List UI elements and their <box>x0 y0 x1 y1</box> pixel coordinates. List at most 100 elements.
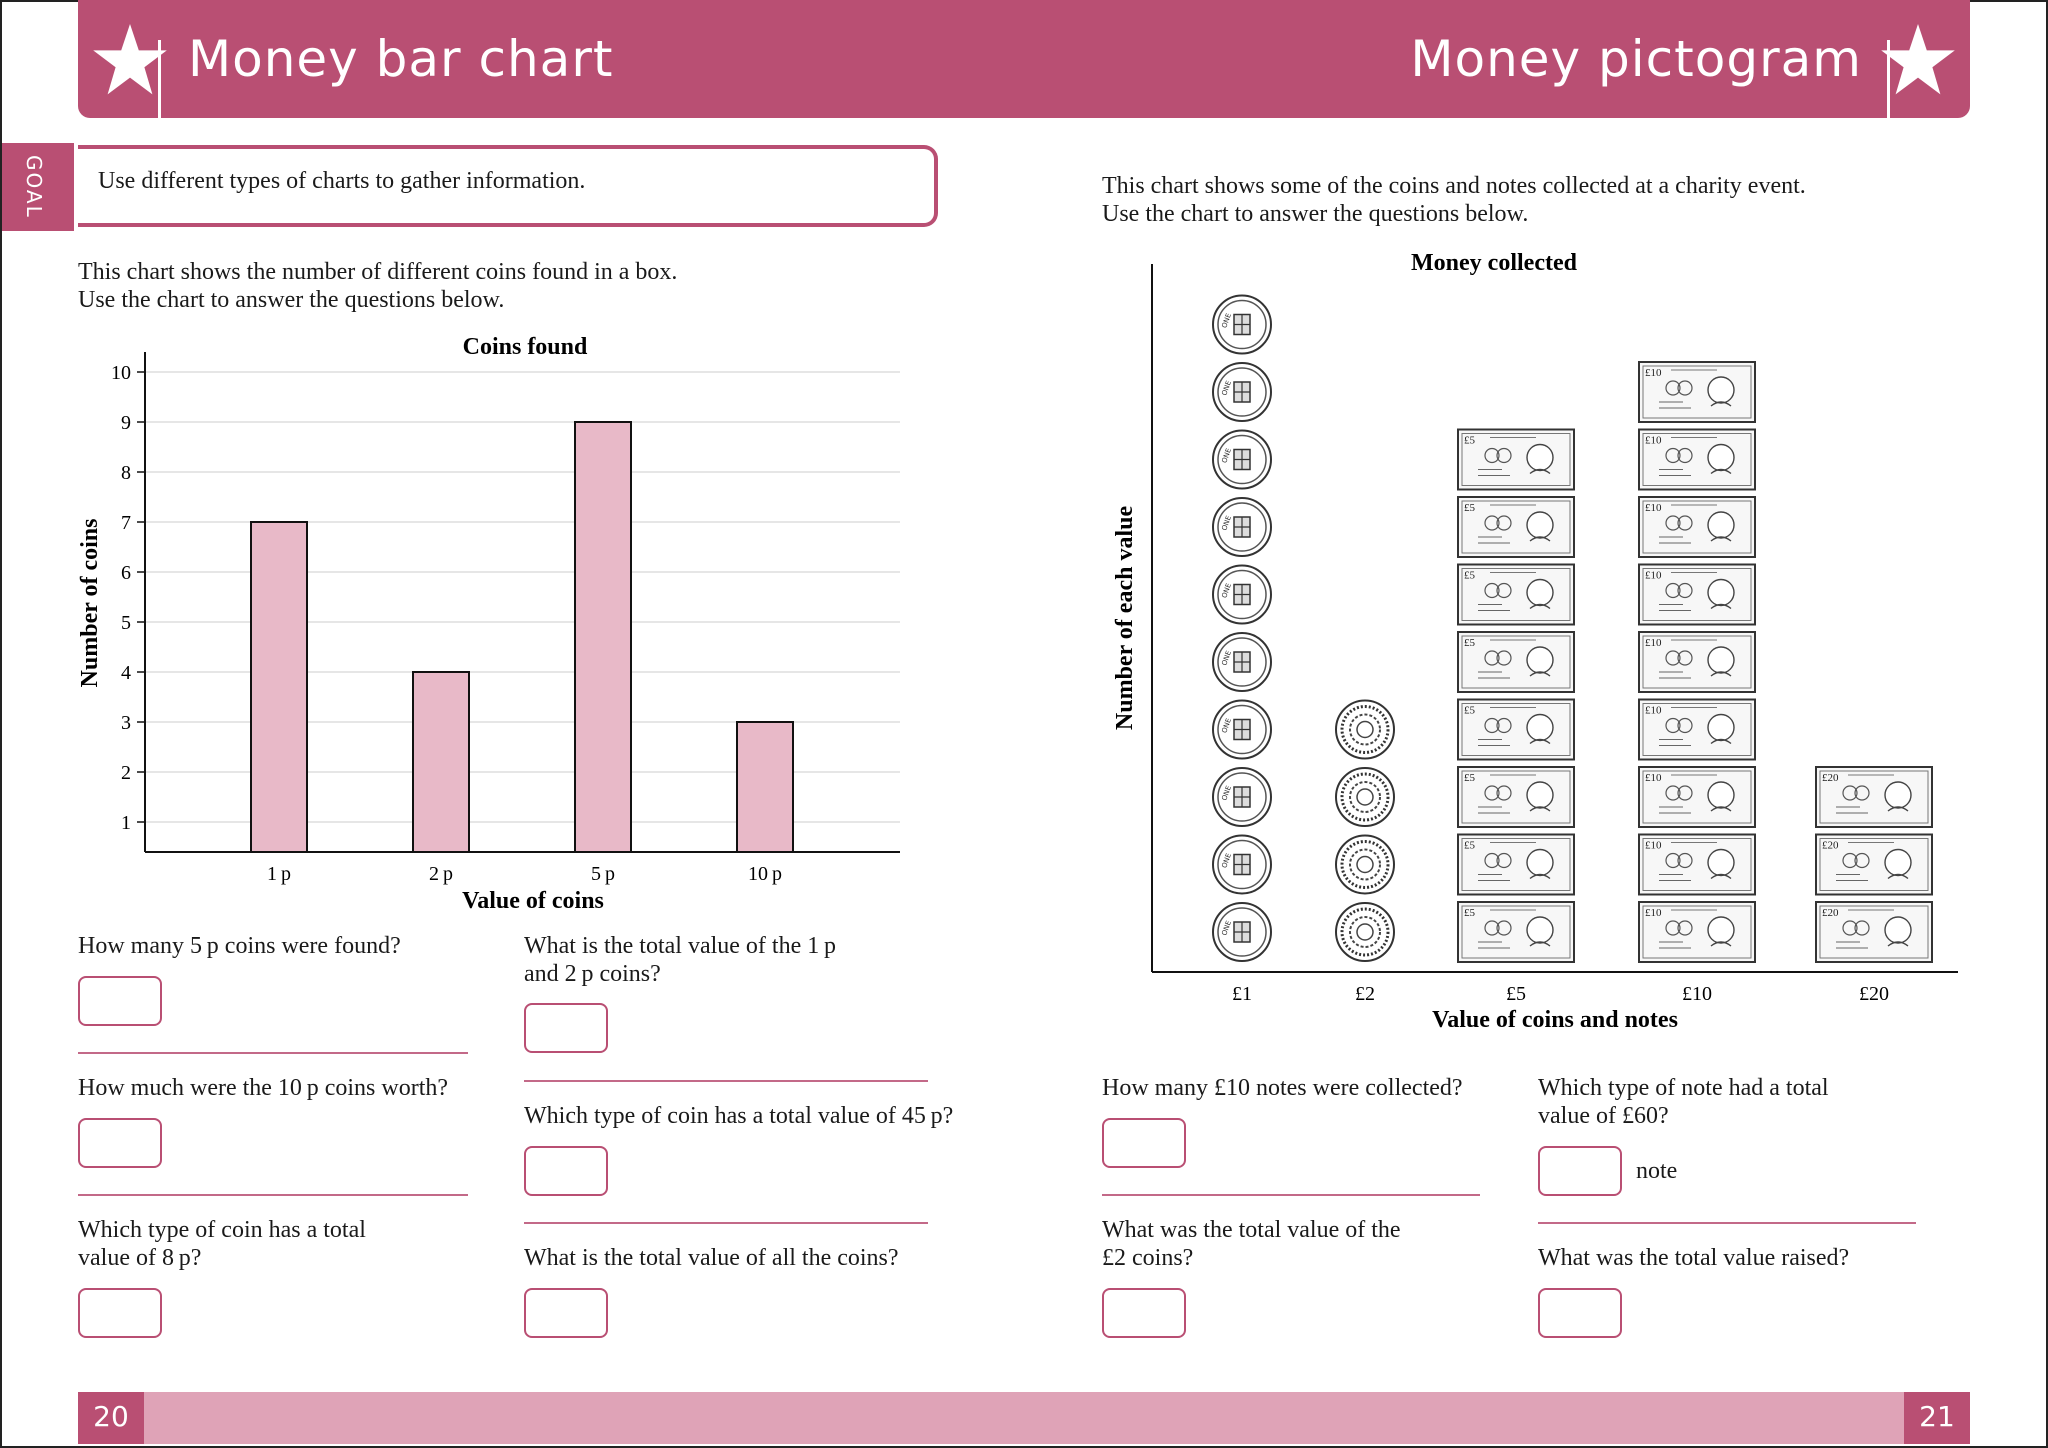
goal-tab: GOAL <box>2 143 74 231</box>
one-pound-coin-icon <box>1212 429 1272 490</box>
note-denomination-label: £10 <box>1645 907 1662 919</box>
question-line: How much were the 10 p coins worth? <box>78 1075 449 1101</box>
coins-bar-chart: Coins found 1 2 3 4 5 6 7 8 9 10 1 p 2 p 5 p 10 p Va… <box>77 334 900 914</box>
note-twenty-pounds-icon: £20 <box>1815 766 1933 828</box>
note-denomination-label: £10 <box>1645 772 1662 784</box>
answer-box[interactable] <box>524 1146 608 1196</box>
note-five-pounds-icon: £5 <box>1457 833 1575 896</box>
banknote-icon <box>1457 563 1575 626</box>
note-denomination-label: £20 <box>1822 772 1839 784</box>
question-text: Which type of coin has a total value of … <box>524 1102 953 1130</box>
question-text: How many £10 notes were collected? <box>1102 1074 1463 1102</box>
note-denomination-label: £10 <box>1645 435 1662 447</box>
note-denomination-label: £5 <box>1464 637 1476 649</box>
note-twenty-pounds-icon: £20 <box>1815 833 1933 896</box>
answer-box[interactable] <box>78 1288 162 1338</box>
right-intro-line: Use the chart to answer the questions be… <box>1102 201 1529 227</box>
bar <box>574 421 632 853</box>
two-pound-coin-icon <box>1334 699 1396 760</box>
chart-title: Coins found <box>463 334 588 360</box>
x-axis-label: Value of coins and notes <box>1432 1007 1678 1033</box>
x-tick-label: £1 <box>1232 983 1252 1005</box>
x-tick-label: 1 p <box>267 863 291 885</box>
chart-x-ticks: 1 p 2 p 5 p 10 p <box>267 863 782 885</box>
y-tick-label: 10 <box>111 362 131 384</box>
page-number-left: 20 <box>78 1392 144 1444</box>
left-intro: This chart shows the number of different… <box>78 258 677 314</box>
x-tick-label: 2 p <box>429 863 453 885</box>
one-pound-coin-icon <box>1212 564 1272 625</box>
one-pound-coin-icon <box>1212 497 1272 557</box>
header-divider <box>158 40 161 120</box>
note-denomination-label: £5 <box>1464 502 1476 514</box>
answer-box[interactable] <box>1538 1288 1622 1338</box>
money-pictogram: ONE Money collected £5£5£5£5£5£5£5£5£10£… <box>1112 250 1958 1033</box>
footer-band <box>78 1392 1970 1444</box>
note-five-pounds-icon: £5 <box>1457 766 1575 828</box>
banknote-icon <box>1457 631 1575 693</box>
note-ten-pounds-icon: £10 <box>1638 361 1756 423</box>
note-denomination-label: £5 <box>1464 570 1476 582</box>
goal-text: Use different types of charts to gather … <box>98 168 586 194</box>
right-intro: This chart shows some of the coins and n… <box>1102 172 1806 228</box>
y-tick-label: 6 <box>121 562 131 584</box>
one-pound-coin-icon <box>1212 834 1272 895</box>
note-denomination-label: £10 <box>1645 367 1662 379</box>
question-text: What is the total value of the 1 p and 2… <box>524 932 836 988</box>
question-text: What is the total value of all the coins… <box>524 1244 899 1272</box>
answer-box[interactable] <box>1538 1146 1622 1196</box>
question-divider <box>1538 1222 1916 1224</box>
y-tick-label: 9 <box>121 412 131 434</box>
note-denomination-label: £10 <box>1645 502 1662 514</box>
x-tick-label: £10 <box>1682 983 1712 1005</box>
note-five-pounds-icon: £5 <box>1457 631 1575 693</box>
star-icon <box>1881 24 1955 95</box>
answer-box[interactable] <box>78 976 162 1026</box>
question-line: Which type of coin has a total value of … <box>524 1103 954 1129</box>
note-denomination-label: £10 <box>1645 705 1662 717</box>
question-line: £2 coins? <box>1102 1245 1194 1271</box>
banknote-icon <box>1457 766 1575 828</box>
answer-box[interactable] <box>78 1118 162 1168</box>
bar <box>250 521 308 853</box>
note-ten-pounds-icon: £10 <box>1638 631 1756 693</box>
question-line: How many 5 p coins were found? <box>78 933 401 959</box>
note-denomination-label: £10 <box>1645 637 1662 649</box>
chart-x-ticks: £1 £2 £5 £10 £20 <box>1232 983 1889 1005</box>
question-text: What was the total value raised? <box>1538 1244 1849 1272</box>
bar <box>736 721 794 853</box>
banknote-icon <box>1457 496 1575 558</box>
y-tick-label: 7 <box>121 512 131 534</box>
one-pound-coin-icon <box>1212 294 1272 355</box>
note-denomination-label: £5 <box>1464 907 1476 919</box>
goal-box <box>78 145 938 227</box>
note-denomination-label: £20 <box>1822 907 1839 919</box>
question-line: value of 8 p? <box>78 1245 202 1271</box>
answer-box[interactable] <box>1102 1118 1186 1168</box>
note-five-pounds-icon: £5 <box>1457 698 1575 761</box>
one-pound-coin-icon <box>1212 632 1272 692</box>
y-tick-label: 3 <box>121 712 131 734</box>
answer-box[interactable] <box>524 1003 608 1053</box>
left-page-title: Money bar chart <box>188 30 614 88</box>
question-divider <box>78 1052 468 1054</box>
question-line: What is the total value of all the coins… <box>524 1245 899 1271</box>
answer-box[interactable] <box>1102 1288 1186 1338</box>
banknote-icon <box>1457 901 1575 963</box>
x-tick-label: 10 p <box>748 863 782 885</box>
one-pound-coin-icon <box>1212 699 1272 760</box>
note-denomination-label: £5 <box>1464 435 1476 447</box>
two-pound-coin-icon <box>1334 901 1396 963</box>
question-divider <box>524 1222 928 1224</box>
star-icon <box>93 24 167 95</box>
note-denomination-label: £10 <box>1645 840 1662 852</box>
page-number-right: 21 <box>1904 1392 1970 1444</box>
note-suffix: note <box>1636 1158 1678 1184</box>
chart-title: Money collected <box>1411 250 1578 276</box>
question-text: How much were the 10 p coins worth? <box>78 1074 448 1102</box>
one-pound-coin-icon <box>1212 902 1272 962</box>
answer-box[interactable] <box>524 1288 608 1338</box>
right-intro-line: This chart shows some of the coins and n… <box>1102 173 1806 199</box>
question-text: What was the total value of the £2 coins… <box>1102 1216 1401 1272</box>
note-ten-pounds-icon: £10 <box>1638 833 1756 896</box>
